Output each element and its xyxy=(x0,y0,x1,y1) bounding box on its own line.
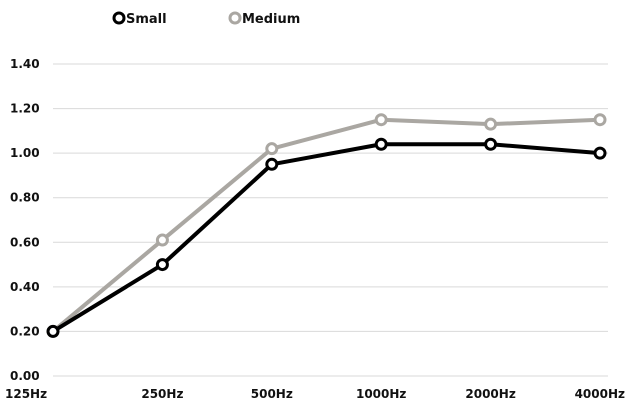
series-group xyxy=(46,113,607,338)
series-line xyxy=(51,142,602,334)
y-tick-label: 1.40 xyxy=(10,57,40,71)
data-point xyxy=(46,324,60,338)
data-point xyxy=(155,258,169,272)
legend: Small Medium xyxy=(112,11,300,27)
x-tick-label: 1000Hz xyxy=(356,387,406,401)
y-tick-label: 0.80 xyxy=(10,191,40,205)
data-point xyxy=(265,157,279,171)
legend-label: Small xyxy=(126,12,167,27)
x-tick-label: 500Hz xyxy=(251,387,293,401)
data-point xyxy=(484,137,498,151)
y-tick-label: 1.00 xyxy=(10,146,40,160)
y-tick-label: 0.60 xyxy=(10,235,40,249)
legend-item-medium: Medium xyxy=(228,11,300,27)
y-tick-label: 0.00 xyxy=(10,369,40,383)
data-point xyxy=(155,233,169,247)
y-tick-label: 1.20 xyxy=(10,102,40,116)
y-tick-label: 0.40 xyxy=(10,280,40,294)
legend-marker-icon xyxy=(112,11,126,25)
x-tick-label: 125Hz xyxy=(5,387,47,401)
data-point xyxy=(265,142,279,156)
legend-item-small: Small xyxy=(112,11,167,27)
gridlines xyxy=(53,63,608,377)
x-tick-label: 250Hz xyxy=(141,387,183,401)
data-point xyxy=(374,113,388,127)
x-tick-label: 2000Hz xyxy=(465,387,515,401)
data-point xyxy=(593,146,607,160)
y-axis-ticks: 0.00 0.20 0.40 0.60 0.80 1.00 1.20 1.40 xyxy=(10,57,40,383)
data-point xyxy=(484,117,498,131)
data-point xyxy=(374,137,388,151)
legend-marker-icon xyxy=(228,11,242,25)
x-axis-ticks: 125Hz 250Hz 500Hz 1000Hz 2000Hz 4000Hz xyxy=(5,387,625,401)
x-tick-label: 4000Hz xyxy=(575,387,625,401)
data-point xyxy=(593,113,607,127)
y-tick-label: 0.20 xyxy=(10,324,40,338)
series-small xyxy=(46,137,607,338)
legend-label: Medium xyxy=(242,12,300,27)
series-line xyxy=(51,117,602,334)
